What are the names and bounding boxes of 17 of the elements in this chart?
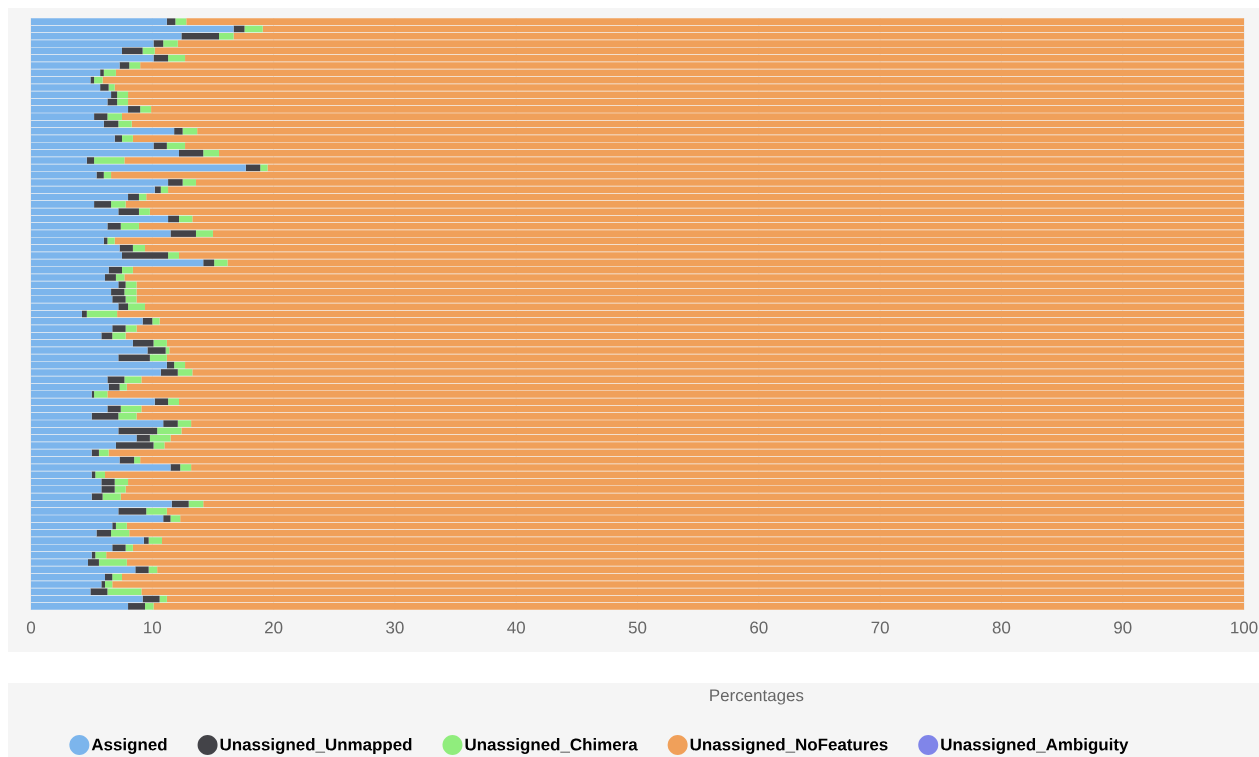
x-tick-label: 30 (386, 621, 404, 634)
x-tick-label: 40 (507, 621, 525, 634)
x-tick-label: 20 (265, 621, 283, 634)
legend-label: Unassigned_NoFeatures (690, 738, 888, 754)
legend-label: Unassigned_Unmapped (220, 738, 412, 754)
x-tick-label: 80 (992, 621, 1011, 634)
x-axis-title: Percentages (710, 689, 804, 705)
x-tick-label: 60 (750, 621, 768, 634)
legend-label: Unassigned_Chimera (465, 738, 638, 754)
legend-label: Unassigned_Ambiguity (941, 738, 1129, 754)
legend-label: Assigned (91, 738, 167, 754)
x-tick-label: 90 (1114, 621, 1132, 634)
x-tick-label: 50 (628, 621, 647, 634)
x-tick-label: 100 (1231, 621, 1258, 634)
x-tick-label: 70 (871, 621, 889, 634)
x-tick-label: 0 (26, 621, 36, 634)
x-tick-label: 10 (144, 621, 162, 634)
